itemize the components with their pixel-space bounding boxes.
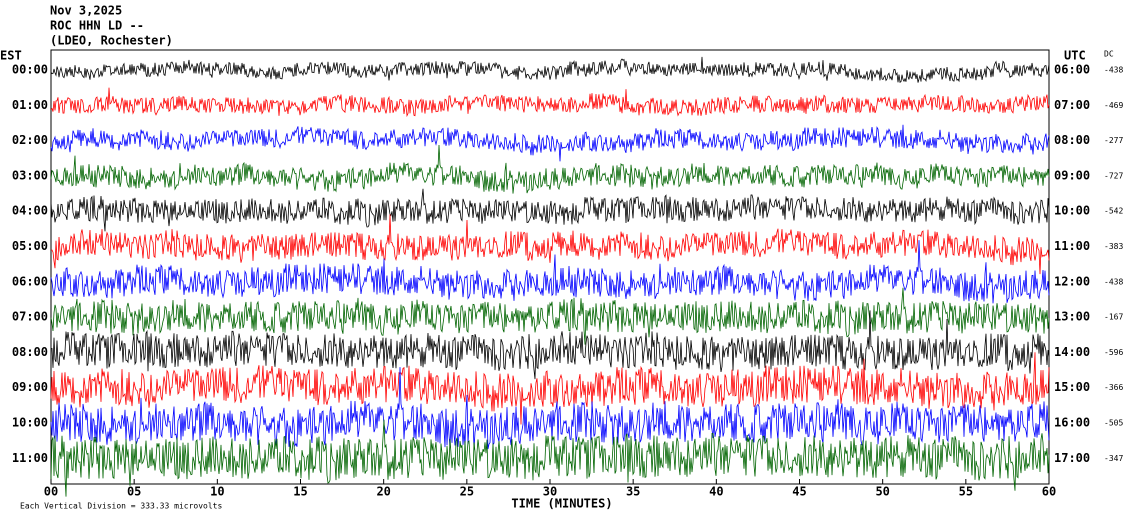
x-tick-label: 10 xyxy=(210,485,224,499)
x-tick-label: 60 xyxy=(1042,485,1056,499)
trace xyxy=(50,352,1050,425)
dc-label: -469 xyxy=(1104,101,1123,110)
est-label: 02:00 xyxy=(12,133,48,147)
est-label: 01:00 xyxy=(12,98,48,112)
right-axis-title: UTC xyxy=(1064,49,1086,63)
est-label: 10:00 xyxy=(12,416,48,430)
x-tick-label: 50 xyxy=(875,485,889,499)
dc-label: -596 xyxy=(1104,348,1123,357)
trace xyxy=(50,56,1050,84)
trace xyxy=(50,214,1050,275)
x-tick-label: 05 xyxy=(127,485,141,499)
est-label: 04:00 xyxy=(12,204,48,218)
trace xyxy=(50,124,1050,162)
trace xyxy=(50,419,1050,497)
dc-label: -167 xyxy=(1104,313,1123,322)
utc-label: 10:00 xyxy=(1054,204,1090,218)
est-label: 03:00 xyxy=(12,168,48,182)
dc-label: -347 xyxy=(1104,454,1123,463)
utc-label: 07:00 xyxy=(1054,98,1090,112)
utc-label: 15:00 xyxy=(1054,380,1090,394)
dc-label: -383 xyxy=(1104,242,1123,251)
x-tick-label: 30 xyxy=(543,485,557,499)
footer: Each Vertical Division = 333.33 microvol… xyxy=(20,502,222,511)
utc-label: 14:00 xyxy=(1054,345,1090,359)
trace xyxy=(50,287,1050,345)
trace xyxy=(50,188,1050,232)
est-label: 11:00 xyxy=(12,451,48,465)
utc-label: 09:00 xyxy=(1054,168,1090,182)
x-tick-label: 20 xyxy=(376,485,390,499)
trace xyxy=(50,144,1050,194)
dc-label: -277 xyxy=(1104,136,1123,145)
trace xyxy=(50,87,1050,118)
est-label: 09:00 xyxy=(12,380,48,394)
dc-label: -438 xyxy=(1104,66,1123,75)
header-location: (LDEO, Rochester) xyxy=(50,34,173,48)
dc-label: -727 xyxy=(1104,171,1123,180)
utc-label: 16:00 xyxy=(1054,416,1090,430)
x-tick-label: 15 xyxy=(293,485,307,499)
dc-label: -438 xyxy=(1104,277,1123,286)
dc-label: -542 xyxy=(1104,207,1123,216)
est-label: 08:00 xyxy=(12,345,48,359)
utc-label: 11:00 xyxy=(1054,239,1090,253)
est-label: 07:00 xyxy=(12,310,48,324)
trace xyxy=(50,310,1050,380)
est-label: 05:00 xyxy=(12,239,48,253)
x-axis-title: TIME (MINUTES) xyxy=(511,497,612,511)
est-label: 06:00 xyxy=(12,274,48,288)
x-tick-label: 55 xyxy=(959,485,973,499)
dc-label: -366 xyxy=(1104,383,1123,392)
utc-label: 06:00 xyxy=(1054,63,1090,77)
x-tick-label: 40 xyxy=(709,485,723,499)
trace xyxy=(50,240,1050,304)
x-tick-label: 35 xyxy=(626,485,640,499)
dc-title: DC xyxy=(1104,50,1114,59)
traces xyxy=(50,56,1050,497)
est-label: 00:00 xyxy=(12,63,48,77)
utc-label: 08:00 xyxy=(1054,133,1090,147)
x-tick-label: 25 xyxy=(460,485,474,499)
header-date: Nov 3,2025 xyxy=(50,4,122,18)
dc-label: -505 xyxy=(1104,419,1123,428)
utc-label: 17:00 xyxy=(1054,451,1090,465)
utc-label: 12:00 xyxy=(1054,274,1090,288)
header-station: ROC HHN LD -- xyxy=(50,19,144,33)
x-tick-label: 00 xyxy=(44,485,58,499)
utc-label: 13:00 xyxy=(1054,310,1090,324)
left-axis-title: EST xyxy=(0,49,22,63)
trace xyxy=(50,367,1050,450)
x-tick-label: 45 xyxy=(792,485,806,499)
